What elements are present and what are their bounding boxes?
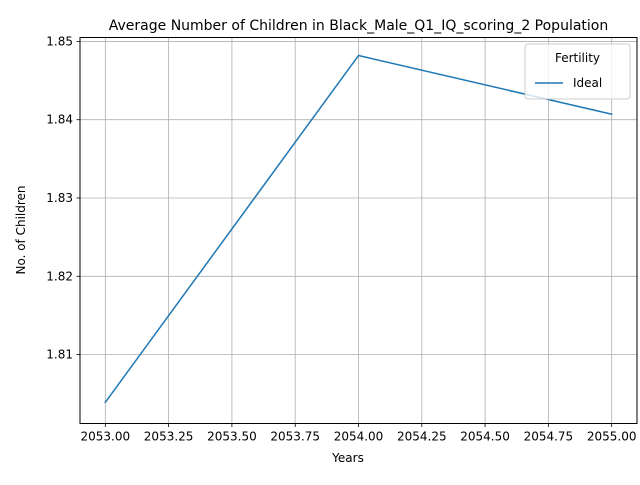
- y-axis-label: No. of Children: [14, 185, 28, 274]
- legend-label: Ideal: [573, 76, 602, 90]
- x-tick-label: 2054.75: [524, 430, 574, 444]
- x-tick-label: 2053.00: [81, 430, 131, 444]
- y-tick-label: 1.83: [46, 191, 73, 205]
- chart-title: Average Number of Children in Black_Male…: [109, 18, 608, 34]
- y-tick-label: 1.82: [46, 269, 73, 283]
- x-tick-label: 2055.00: [587, 430, 637, 444]
- x-axis-ticks: 2053.00 2053.25 2053.50 2053.75 2054.00 2054.…: [81, 424, 637, 444]
- y-axis-ticks: 1.81 1.82 1.83 1.84 1.85: [46, 34, 80, 361]
- legend: Fertility Ideal: [525, 44, 630, 99]
- x-tick-label: 2053.50: [207, 430, 257, 444]
- x-tick-label: 2054.00: [334, 430, 384, 444]
- y-tick-label: 1.84: [46, 113, 73, 127]
- x-tick-label: 2054.50: [460, 430, 510, 444]
- legend-title: Fertility: [555, 51, 600, 65]
- x-tick-label: 2053.25: [144, 430, 194, 444]
- x-axis-label: Years: [331, 451, 364, 465]
- y-tick-label: 1.81: [46, 348, 73, 362]
- x-tick-label: 2054.25: [397, 430, 447, 444]
- x-tick-label: 2053.75: [270, 430, 320, 444]
- y-tick-label: 1.85: [46, 34, 73, 48]
